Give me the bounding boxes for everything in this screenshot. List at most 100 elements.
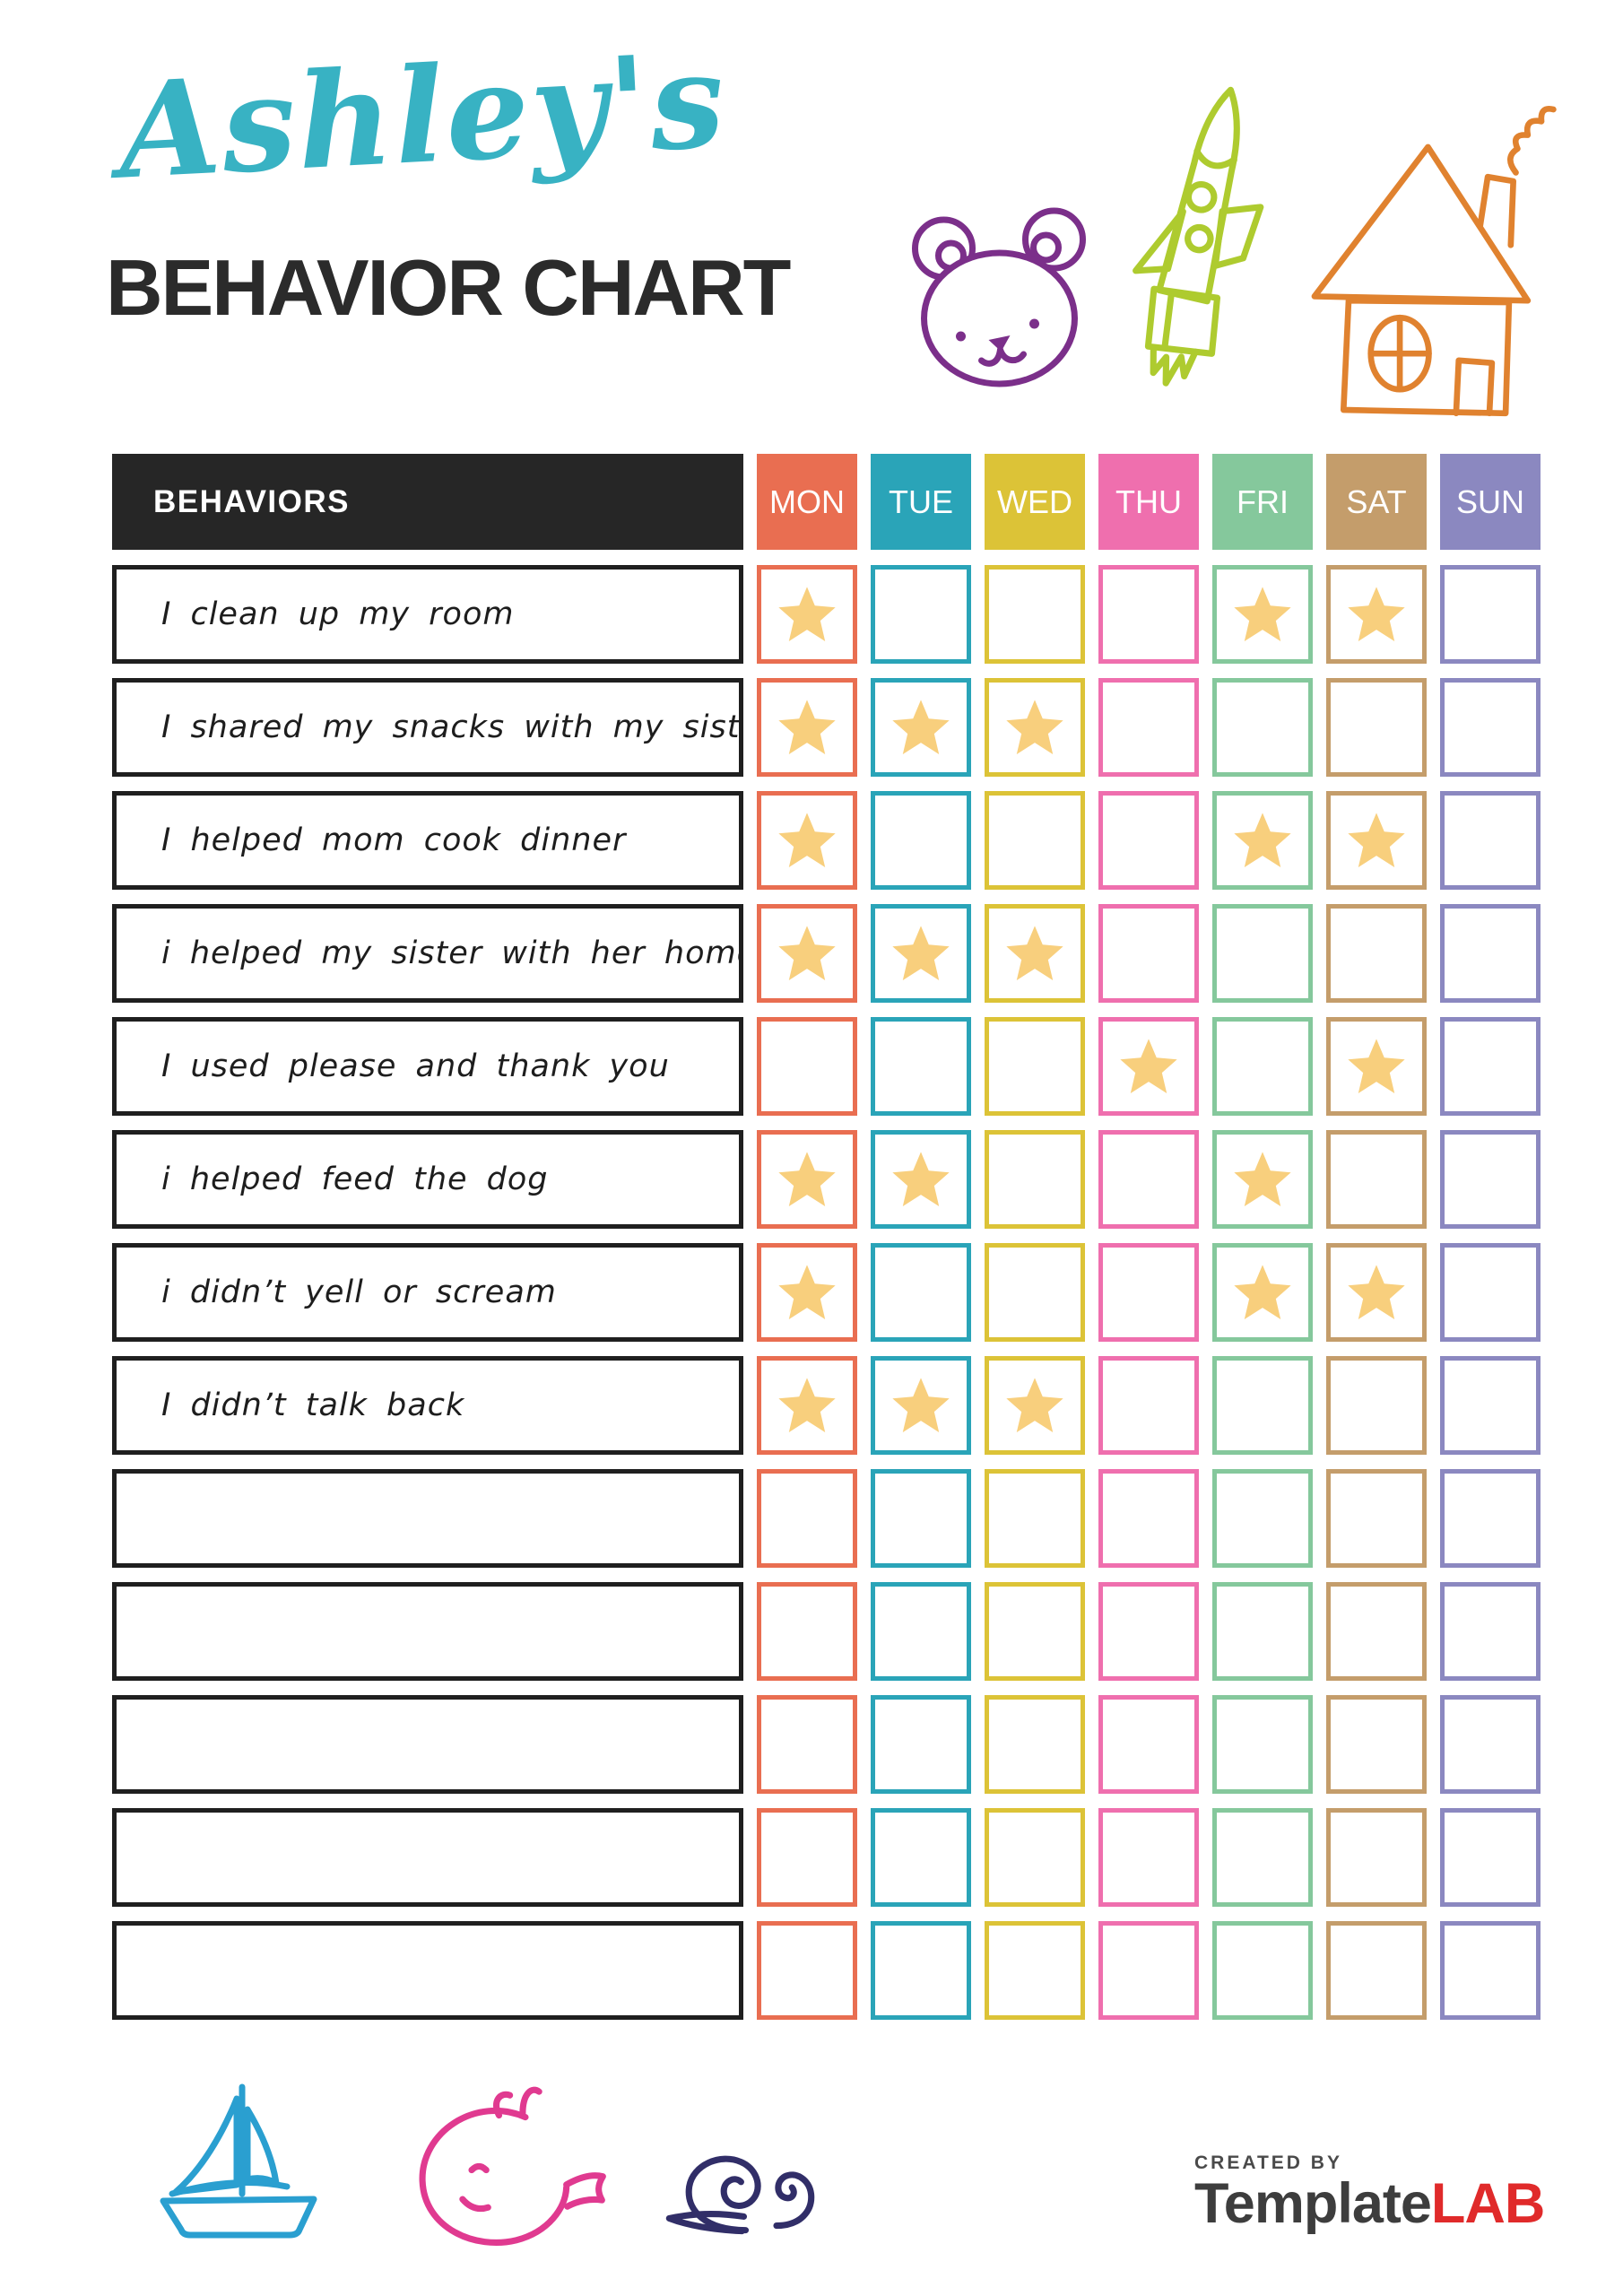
star-cell-sat [1326, 1243, 1427, 1342]
day-header-mon: MON [757, 454, 857, 550]
star-cell-tue [871, 1017, 971, 1116]
day-header-sat: SAT [1326, 454, 1427, 550]
star-cell-sun [1440, 1243, 1541, 1342]
day-header-sun: SUN [1440, 454, 1541, 550]
star-cell-tue [871, 1695, 971, 1794]
behavior-label: i didn’t yell or scream [112, 1243, 743, 1342]
behavior-label [112, 1921, 743, 2020]
star-cell-fri [1212, 904, 1313, 1003]
star-cell-fri [1212, 1582, 1313, 1681]
star-cell-tue [871, 1356, 971, 1455]
star-icon [778, 1152, 836, 1206]
behavior-label: I used please and thank you [112, 1017, 743, 1116]
star-cell-fri [1212, 1356, 1313, 1455]
star-cell-mon [757, 1017, 857, 1116]
table-header-row: BEHAVIORS MON TUE WED THU FRI SAT SUN [112, 454, 1541, 550]
star-icon [892, 1152, 950, 1206]
star-cell-wed [985, 1469, 1085, 1568]
star-cell-sun [1440, 565, 1541, 664]
star-cell-thu [1098, 1695, 1199, 1794]
star-cell-fri [1212, 1017, 1313, 1116]
star-cell-sat [1326, 1695, 1427, 1794]
day-header-wed: WED [985, 454, 1085, 550]
star-cell-fri [1212, 1469, 1313, 1568]
star-cell-thu [1098, 1808, 1199, 1907]
chart-rows: I clean up my room I shared my snacks wit… [112, 565, 1541, 2020]
star-cell-thu [1098, 1017, 1199, 1116]
star-cell-fri [1212, 1243, 1313, 1342]
star-cell-fri [1212, 565, 1313, 664]
behavior-label: I shared my snacks with my sister [112, 678, 743, 777]
table-row: I shared my snacks with my sister [112, 678, 1541, 777]
star-icon [1348, 1039, 1405, 1093]
page-title: BEHAVIOR CHART [106, 243, 791, 332]
star-cell-sun [1440, 1921, 1541, 2020]
star-cell-tue [871, 1243, 971, 1342]
table-row: i helped my sister with her homework [112, 904, 1541, 1003]
star-icon [1120, 1039, 1177, 1093]
behavior-label [112, 1582, 743, 1681]
star-cell-wed [985, 1130, 1085, 1229]
star-cell-sun [1440, 678, 1541, 777]
table-row [112, 1695, 1541, 1794]
star-cell-wed [985, 1243, 1085, 1342]
star-cell-mon [757, 1469, 857, 1568]
star-icon [778, 587, 836, 641]
behavior-chart-table: BEHAVIORS MON TUE WED THU FRI SAT SUN I clean … [112, 454, 1541, 2034]
table-row [112, 1921, 1541, 2020]
star-cell-tue [871, 1469, 971, 1568]
table-row: i didn’t yell or scream [112, 1243, 1541, 1342]
star-icon [1234, 1152, 1291, 1206]
star-icon [892, 926, 950, 980]
behavior-label [112, 1808, 743, 1907]
star-icon [1234, 1265, 1291, 1319]
star-cell-thu [1098, 1921, 1199, 2020]
star-icon [1006, 926, 1063, 980]
star-cell-sat [1326, 678, 1427, 777]
star-cell-sun [1440, 1808, 1541, 1907]
star-cell-thu [1098, 1582, 1199, 1681]
star-cell-tue [871, 1130, 971, 1229]
table-row [112, 1582, 1541, 1681]
star-cell-tue [871, 678, 971, 777]
whale-icon [384, 2083, 617, 2251]
behavior-label: i helped feed the dog [112, 1130, 743, 1229]
star-cell-mon [757, 1695, 857, 1794]
star-icon [1348, 587, 1405, 641]
star-icon [1348, 1265, 1405, 1319]
star-cell-wed [985, 1582, 1085, 1681]
star-cell-tue [871, 791, 971, 890]
star-icon [1348, 813, 1405, 867]
star-cell-sun [1440, 904, 1541, 1003]
star-cell-sat [1326, 1808, 1427, 1907]
star-cell-thu [1098, 791, 1199, 890]
star-cell-sat [1326, 1582, 1427, 1681]
star-cell-wed [985, 565, 1085, 664]
table-row: I used please and thank you [112, 1017, 1541, 1116]
star-cell-sun [1440, 1017, 1541, 1116]
behavior-label: I clean up my room [112, 565, 743, 664]
table-row: I clean up my room [112, 565, 1541, 664]
star-icon [778, 926, 836, 980]
star-cell-thu [1098, 904, 1199, 1003]
star-cell-mon [757, 1921, 857, 2020]
star-icon [1234, 813, 1291, 867]
star-cell-mon [757, 904, 857, 1003]
behavior-label: I helped mom cook dinner [112, 791, 743, 890]
star-cell-wed [985, 1921, 1085, 2020]
star-cell-fri [1212, 678, 1313, 777]
star-cell-mon [757, 678, 857, 777]
star-icon [892, 1378, 950, 1432]
day-header-thu: THU [1098, 454, 1199, 550]
star-icon [778, 813, 836, 867]
star-cell-tue [871, 1808, 971, 1907]
star-cell-mon [757, 1356, 857, 1455]
brand-name-dark: Template [1194, 2172, 1432, 2235]
table-row [112, 1808, 1541, 1907]
table-row [112, 1469, 1541, 1568]
house-icon [1296, 90, 1560, 430]
bear-icon [901, 199, 1098, 405]
star-cell-tue [871, 565, 971, 664]
star-cell-mon [757, 1582, 857, 1681]
